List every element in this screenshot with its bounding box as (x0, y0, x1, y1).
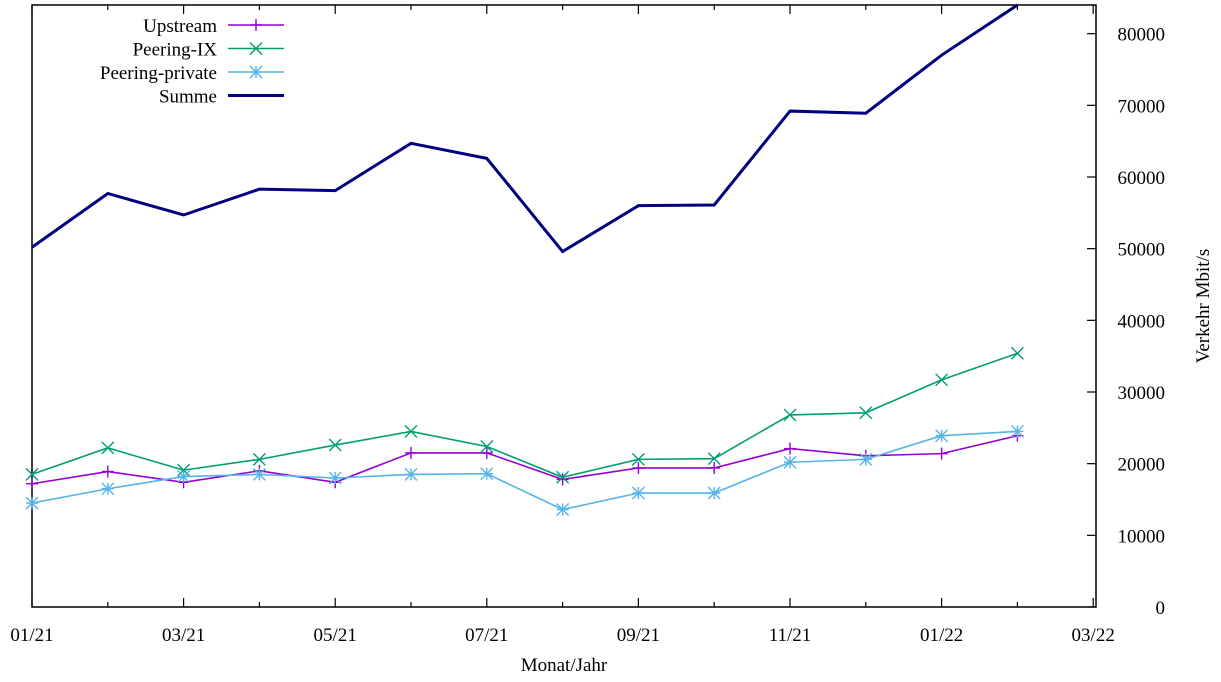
x-tick-label: 07/21 (465, 625, 508, 646)
series-upstream (26, 429, 1024, 490)
data-point (1010, 424, 1024, 438)
data-point (101, 465, 114, 478)
y-tick-label: 40000 (1118, 311, 1166, 332)
data-point (935, 429, 949, 443)
y-tick-label: 80000 (1118, 25, 1166, 46)
data-point (707, 452, 721, 466)
y-tick-label: 0 (1156, 598, 1166, 619)
series-peering-private (25, 424, 1024, 517)
data-point (249, 65, 263, 79)
data-point (252, 452, 266, 466)
x-tick-label: 01/22 (920, 625, 963, 646)
data-point (26, 477, 38, 490)
data-point (101, 482, 115, 496)
data-point (859, 452, 873, 466)
data-point (480, 439, 494, 453)
y-tick-label: 30000 (1118, 383, 1166, 404)
legend-label: Peering-private (100, 63, 217, 84)
series-summe (31, 3, 1019, 254)
data-point (25, 496, 39, 510)
x-axis: 01/21 03/21 05/21 07/21 09/21 11/21 01/22 03/22 (10, 5, 1115, 646)
data-point (556, 473, 569, 486)
data-point (1010, 346, 1024, 360)
data-point (784, 442, 796, 455)
legend-label: Upstream (143, 16, 217, 37)
y-tick-label: 60000 (1118, 168, 1166, 189)
y-axis-title: Verkehr Mbit/s (1193, 249, 1214, 364)
y-tick-label: 70000 (1118, 96, 1166, 117)
x-tick-label: 03/21 (162, 625, 205, 646)
x-tick-label: 03/22 (1072, 625, 1115, 646)
y-tick-label: 50000 (1118, 240, 1166, 261)
data-point (25, 467, 39, 481)
x-tick-label: 05/21 (314, 625, 357, 646)
data-point (707, 486, 721, 500)
series-peering-ix (25, 346, 1024, 484)
series-line (31, 3, 1019, 254)
data-point (480, 467, 494, 481)
series-line (31, 434, 1018, 485)
data-point (101, 441, 115, 455)
legend-item: Upstream (143, 16, 284, 37)
legend-label: Summe (159, 87, 217, 108)
data-point (405, 446, 417, 459)
data-point (249, 42, 263, 55)
legend-item: Peering-private (100, 63, 284, 84)
data-point (783, 455, 797, 469)
data-point (404, 424, 418, 438)
data-point (177, 463, 191, 477)
legend-label: Peering-IX (133, 40, 218, 61)
data-point (328, 438, 342, 452)
data-point (632, 461, 645, 474)
data-point (404, 467, 418, 481)
data-point (708, 461, 721, 474)
y-tick-label: 20000 (1118, 455, 1166, 476)
series-layer (25, 3, 1024, 517)
data-point (783, 408, 797, 422)
data-point (631, 486, 645, 500)
y-tick-label: 10000 (1118, 526, 1166, 547)
x-tick-label: 09/21 (617, 625, 660, 646)
data-point (252, 467, 266, 481)
x-tick-label: 01/21 (10, 625, 53, 646)
data-point (177, 470, 191, 484)
x-axis-title: Monat/Jahr (521, 655, 608, 676)
data-point (556, 470, 570, 484)
data-point (631, 452, 645, 466)
data-point (556, 503, 570, 517)
data-point (859, 406, 873, 420)
data-point (935, 373, 949, 387)
y-axis: 0 10000 20000 30000 40000 50000 60000 70000 8000… (1087, 25, 1165, 619)
x-tick-label: 11/21 (769, 625, 812, 646)
plot-border (31, 4, 1097, 608)
data-point (250, 19, 262, 31)
series-line (31, 352, 1018, 479)
legend-item: Summe (159, 87, 284, 108)
data-point (935, 447, 948, 460)
data-point (328, 471, 342, 485)
series-line (31, 430, 1018, 511)
data-point (480, 446, 493, 459)
legend-item: Peering-IX (133, 40, 284, 61)
